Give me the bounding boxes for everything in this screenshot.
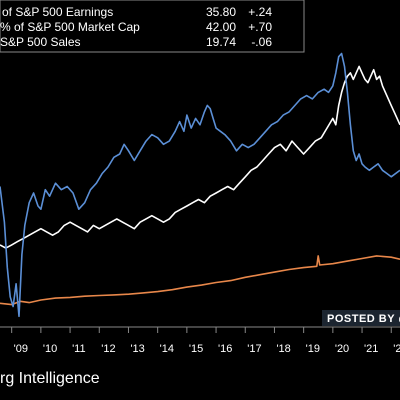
x-tick-label: '21 [364,343,378,355]
x-tick-label: '12 [101,343,115,355]
x-tick-label: '15 [189,343,203,355]
legend-change-earnings: +.24 [248,5,272,19]
x-tick-label: '16 [218,343,232,355]
legend-change-market-cap: +.70 [248,20,272,34]
x-tick-label: '19 [306,343,320,355]
legend-change-sales: -.06 [251,35,272,49]
legend-value-earnings: 35.80 [206,5,236,19]
x-tick-label: '11 [72,343,86,355]
posted-by-label: POSTED BY @ [327,313,400,325]
legend-entry-earnings: of S&P 500 Earnings 35.80 +.24 [2,5,272,19]
series-layer [0,52,400,318]
x-tick-label: '17 [247,343,261,355]
sales-line [0,255,400,306]
posted-by-background [322,310,400,326]
legend-name-earnings: of S&P 500 Earnings [2,5,113,19]
legend-name-sales: S&P 500 Sales [0,35,81,49]
x-tick-label: '18 [276,343,290,355]
legend-entry-market-cap: % of S&P 500 Market Cap 42.00 +.70 [0,20,272,34]
legend-background [0,0,305,53]
market-cap-line [0,65,400,249]
legend-name-market-cap: % of S&P 500 Market Cap [0,20,140,34]
x-tick-label: '14 [160,343,174,355]
x-axis-ticks: '09 '10 '11 '12 '13 '14 '15 '16 '17 '18 '19 '20 '21 '… [11,327,400,355]
x-tick-label: '09 [14,343,28,355]
legend-value-market-cap: 42.00 [206,20,236,34]
x-tick-label: '13 [130,343,144,355]
x-tick-label: '2 [393,343,400,355]
earnings-line [0,52,400,318]
x-tick-label: '10 [43,343,57,355]
legend-box: of S&P 500 Earnings 35.80 +.24 % of S&P … [0,0,305,53]
legend-value-sales: 19.74 [206,35,236,49]
legend-entry-sales: S&P 500 Sales 19.74 -.06 [0,35,272,49]
source-label: rg Intelligence [0,370,100,387]
x-tick-label: '20 [335,343,349,355]
posted-by-badge: POSTED BY @ [322,310,400,326]
